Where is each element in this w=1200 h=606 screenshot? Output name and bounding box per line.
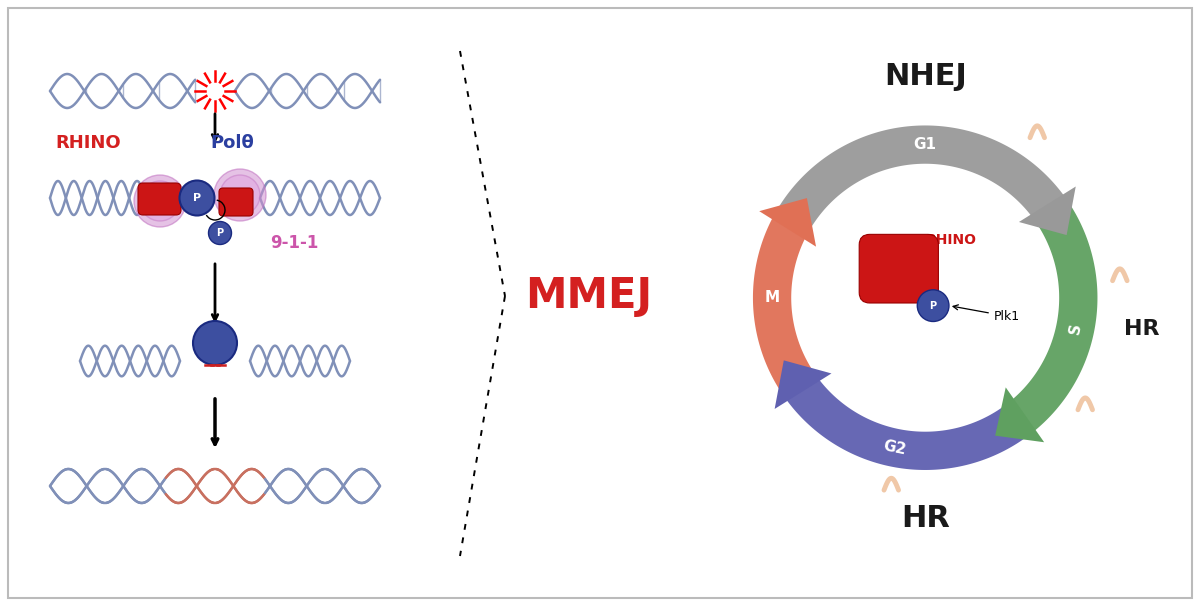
Circle shape xyxy=(193,321,238,365)
Text: P: P xyxy=(930,301,937,311)
Polygon shape xyxy=(779,125,1072,227)
Circle shape xyxy=(180,181,215,216)
Text: RHINO: RHINO xyxy=(55,134,121,152)
Circle shape xyxy=(917,290,949,321)
Text: HR: HR xyxy=(1124,319,1159,339)
Text: MMEJ: MMEJ xyxy=(526,275,652,317)
Polygon shape xyxy=(779,368,1024,470)
Polygon shape xyxy=(752,207,811,389)
Text: S: S xyxy=(1067,321,1084,335)
Text: RHINO: RHINO xyxy=(926,233,977,247)
Text: NHEJ: NHEJ xyxy=(883,62,967,91)
Text: G2: G2 xyxy=(882,438,907,458)
Polygon shape xyxy=(995,387,1044,442)
Text: P: P xyxy=(193,193,202,203)
FancyBboxPatch shape xyxy=(8,8,1192,598)
Polygon shape xyxy=(760,198,816,247)
Circle shape xyxy=(134,175,186,227)
Polygon shape xyxy=(1019,187,1075,235)
Text: G1: G1 xyxy=(913,137,937,152)
Circle shape xyxy=(140,181,180,221)
Circle shape xyxy=(214,169,266,221)
Circle shape xyxy=(209,222,232,244)
Text: P: P xyxy=(216,228,223,238)
Text: M: M xyxy=(764,290,780,305)
FancyBboxPatch shape xyxy=(859,235,938,303)
Circle shape xyxy=(220,175,260,215)
Text: Plk1: Plk1 xyxy=(953,305,1020,323)
Text: 9-1-1: 9-1-1 xyxy=(270,234,318,252)
Text: Polθ: Polθ xyxy=(210,134,253,152)
Polygon shape xyxy=(1002,207,1098,439)
FancyBboxPatch shape xyxy=(220,188,253,216)
Text: HR: HR xyxy=(901,504,949,533)
Polygon shape xyxy=(775,361,832,409)
FancyBboxPatch shape xyxy=(138,183,181,215)
